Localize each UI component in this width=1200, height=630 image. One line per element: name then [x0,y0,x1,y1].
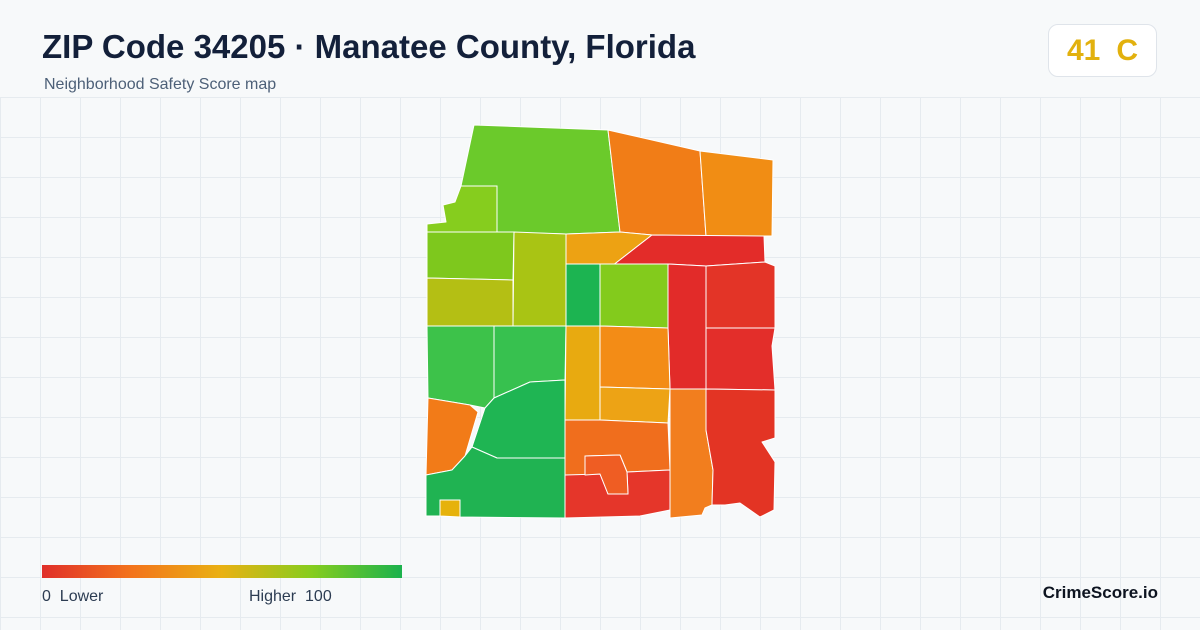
legend-low-label: 0 Lower [42,588,103,606]
map-region-east-3[interactable] [705,388,776,518]
map-region-strip-red[interactable] [667,263,707,390]
map-region-west-1[interactable] [426,231,515,281]
page-title: ZIP Code 34205 · Manatee County, Florida [42,28,696,65]
map-region-northeast-2[interactable] [699,150,774,237]
map-region-center-yellow[interactable] [564,325,601,421]
map-region-west-3[interactable] [426,325,495,409]
map-region-small-yellow[interactable] [439,499,461,518]
map-region-northeast-1[interactable] [607,129,707,237]
legend-low-value: 0 [42,588,51,605]
map-region-east-2[interactable] [705,327,776,391]
map-region-northwest-notch[interactable] [426,185,498,233]
map-region-center-green[interactable] [565,263,601,327]
map-region-center-west[interactable] [512,231,567,327]
legend-high-text: Higher [249,588,297,605]
map-region-east-1[interactable] [705,261,776,329]
legend-color-scale [42,565,402,578]
score-grade: C [1116,33,1139,67]
header-band [0,0,1200,97]
score-value: 41 [1066,33,1101,67]
map-region-center-lime[interactable] [599,263,669,329]
map-region-west-2[interactable] [426,277,514,327]
legend-high-value: 100 [305,588,332,605]
map-region-inner-orange[interactable] [584,454,629,495]
legend-high-label: Higher 100 [249,588,332,606]
brand-logo-text: CrimeScore.io [1042,583,1158,602]
legend-low-text: Lower [59,588,104,605]
score-badge: 41 C [1048,24,1157,77]
map-region-center-orange[interactable] [599,325,671,390]
map-region-center-orange-2[interactable] [599,386,671,424]
page-subtitle: Neighborhood Safety Score map [44,76,277,93]
